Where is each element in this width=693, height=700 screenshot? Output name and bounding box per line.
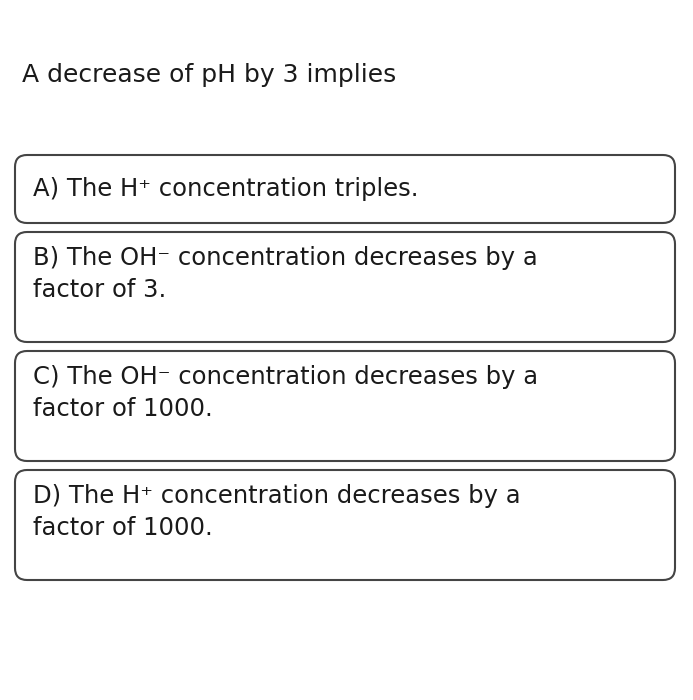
Text: A) The H⁺ concentration triples.: A) The H⁺ concentration triples. [33,177,419,201]
Text: D) The H⁺ concentration decreases by a: D) The H⁺ concentration decreases by a [33,484,520,508]
FancyBboxPatch shape [15,155,675,223]
FancyBboxPatch shape [15,351,675,461]
Text: factor of 1000.: factor of 1000. [33,397,213,421]
FancyBboxPatch shape [15,470,675,580]
Text: factor of 3.: factor of 3. [33,278,166,302]
Text: B) The OH⁻ concentration decreases by a: B) The OH⁻ concentration decreases by a [33,246,538,270]
FancyBboxPatch shape [15,232,675,342]
Text: factor of 1000.: factor of 1000. [33,516,213,540]
Text: A decrease of pH by 3 implies: A decrease of pH by 3 implies [22,63,396,87]
Text: C) The OH⁻ concentration decreases by a: C) The OH⁻ concentration decreases by a [33,365,538,389]
